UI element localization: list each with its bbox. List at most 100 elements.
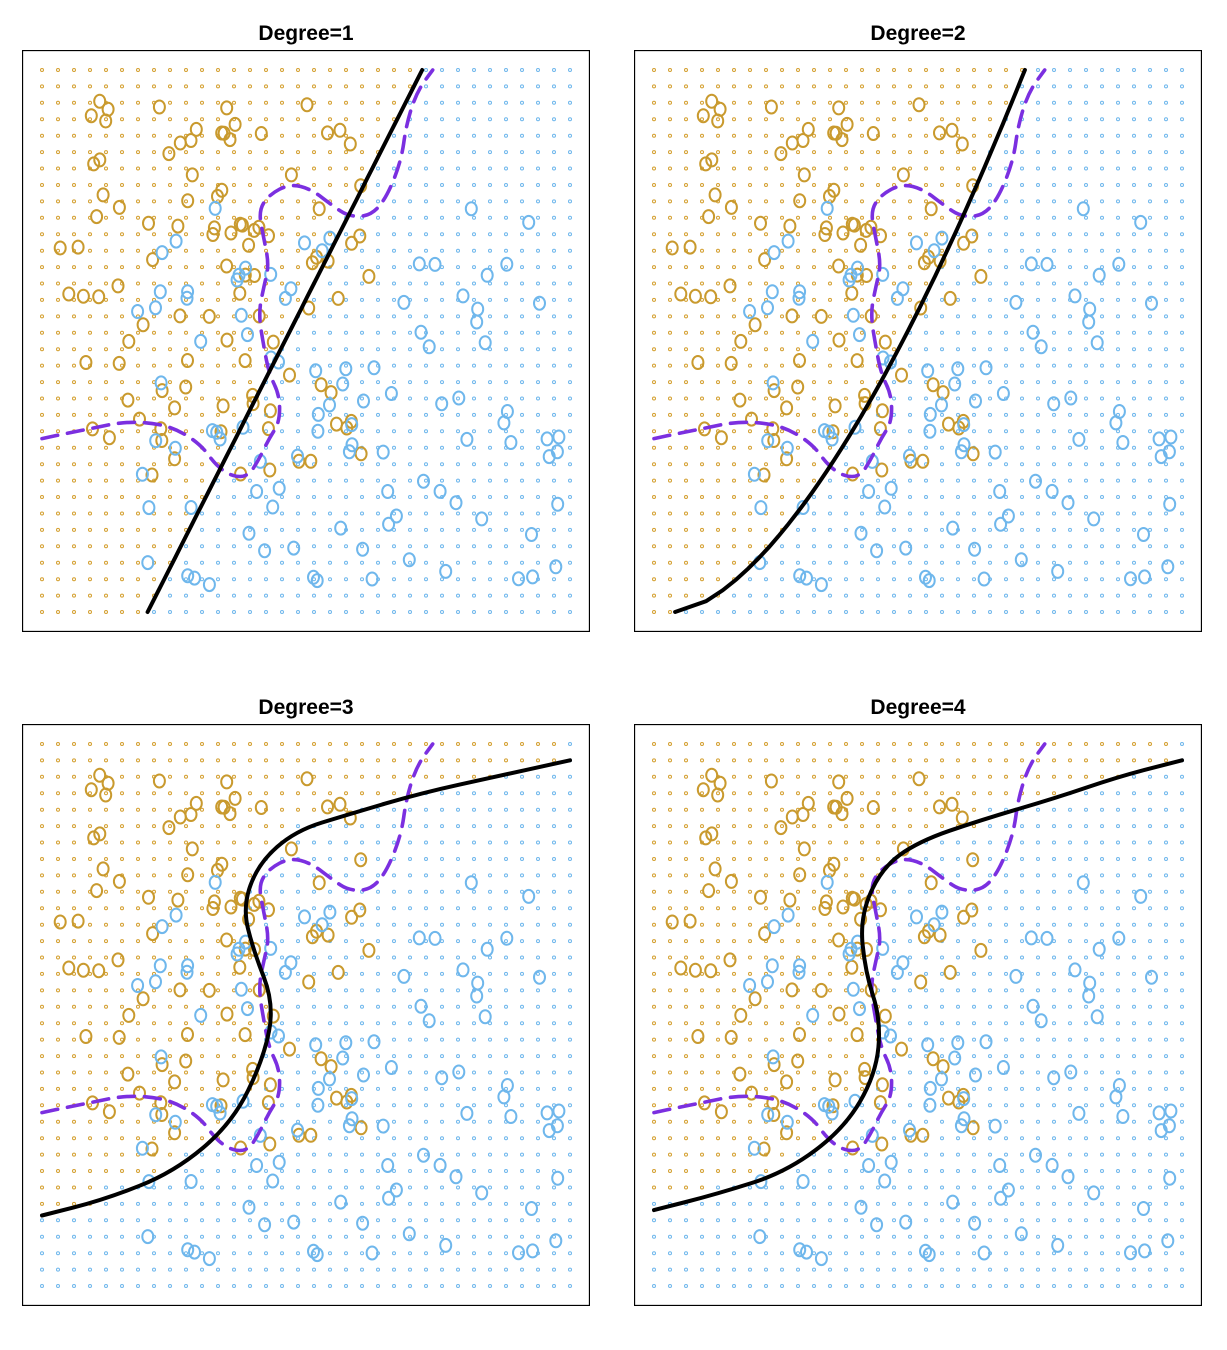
grid-point — [200, 1284, 204, 1288]
grid-point — [876, 610, 880, 614]
observation-point-blue — [435, 396, 449, 412]
grid-point — [376, 971, 380, 976]
grid-point — [216, 412, 220, 417]
grid-point — [344, 1070, 348, 1075]
grid-point — [1036, 412, 1040, 417]
grid-point — [652, 117, 656, 122]
grid-point — [472, 610, 476, 614]
grid-point — [120, 593, 124, 598]
grid-point — [1164, 84, 1168, 89]
grid-point — [668, 380, 672, 385]
grid-point — [232, 560, 236, 565]
grid-point — [908, 232, 912, 237]
grid-point — [488, 1070, 492, 1075]
observation-point-blue — [1112, 256, 1126, 272]
grid-point — [312, 1284, 316, 1288]
grid-point — [764, 412, 768, 417]
observation-point-blue — [1161, 559, 1175, 575]
observation-point-blue — [307, 1243, 320, 1259]
grid-point — [296, 1004, 300, 1009]
grid-point — [104, 544, 108, 549]
grid-point — [360, 150, 364, 155]
grid-point — [104, 939, 108, 944]
grid-point — [424, 314, 428, 319]
grid-point — [88, 988, 92, 993]
observation-point-blue — [979, 360, 993, 376]
grid-point — [328, 824, 332, 829]
grid-point — [1132, 971, 1136, 976]
grid-point — [200, 955, 204, 960]
grid-point — [392, 577, 396, 582]
grid-point — [344, 511, 348, 516]
grid-point — [328, 840, 332, 845]
grid-point — [796, 1234, 800, 1239]
grid-point — [520, 791, 524, 796]
grid-point — [552, 922, 556, 927]
grid-point — [828, 150, 832, 155]
grid-point — [748, 1136, 752, 1141]
grid-point — [988, 1070, 992, 1075]
observation-point-blue — [460, 1105, 474, 1121]
grid-point — [296, 1267, 300, 1272]
grid-point — [504, 988, 508, 993]
grid-point — [504, 742, 508, 746]
grid-point — [200, 774, 204, 779]
grid-point — [1004, 1119, 1008, 1124]
grid-point — [748, 281, 752, 286]
grid-point — [732, 232, 736, 237]
grid-point — [456, 1234, 460, 1239]
grid-point — [376, 133, 380, 138]
grid-point — [504, 1251, 508, 1256]
observation-point-orange — [223, 806, 237, 822]
observation-point-blue — [188, 570, 201, 586]
grid-point — [988, 1103, 992, 1108]
grid-point — [136, 1284, 140, 1288]
grid-point — [344, 478, 348, 483]
grid-point — [376, 774, 380, 779]
grid-point — [424, 1251, 428, 1256]
grid-point — [908, 577, 912, 582]
grid-point — [700, 1119, 704, 1124]
grid-point — [860, 1054, 864, 1059]
grid-point — [924, 495, 928, 499]
grid-point — [248, 955, 252, 960]
observation-point-blue — [817, 423, 831, 439]
grid-point — [200, 1136, 204, 1141]
grid-point — [1036, 988, 1040, 993]
grid-point — [344, 889, 348, 894]
grid-point — [232, 495, 236, 499]
grid-point — [764, 183, 768, 187]
grid-point — [700, 347, 704, 352]
grid-point — [668, 429, 672, 434]
grid-point — [988, 1185, 992, 1190]
grid-point — [376, 1201, 380, 1206]
grid-point — [780, 199, 784, 204]
grid-point — [376, 1021, 380, 1026]
grid-point — [376, 166, 380, 171]
grid-point — [296, 873, 300, 878]
grid-point — [844, 215, 848, 220]
grid-point — [1132, 314, 1136, 319]
grid-point — [652, 1169, 656, 1173]
grid-point — [296, 166, 300, 171]
grid-point — [892, 1185, 896, 1190]
grid-point — [668, 462, 672, 467]
grid-point — [328, 577, 332, 582]
grid-point — [796, 232, 800, 237]
grid-point — [892, 593, 896, 598]
grid-point — [844, 971, 848, 976]
grid-point — [264, 330, 268, 335]
grid-point — [748, 1103, 752, 1108]
grid-point — [328, 495, 332, 499]
grid-point — [136, 297, 140, 302]
observation-point-orange — [179, 379, 193, 395]
grid-point — [344, 544, 348, 549]
grid-point — [732, 610, 736, 614]
grid-point — [296, 955, 300, 960]
grid-point — [40, 971, 44, 976]
grid-point — [1068, 1284, 1072, 1288]
grid-point — [764, 906, 768, 911]
observation-point-blue — [500, 256, 514, 272]
grid-point — [568, 117, 572, 122]
grid-point — [860, 314, 864, 319]
